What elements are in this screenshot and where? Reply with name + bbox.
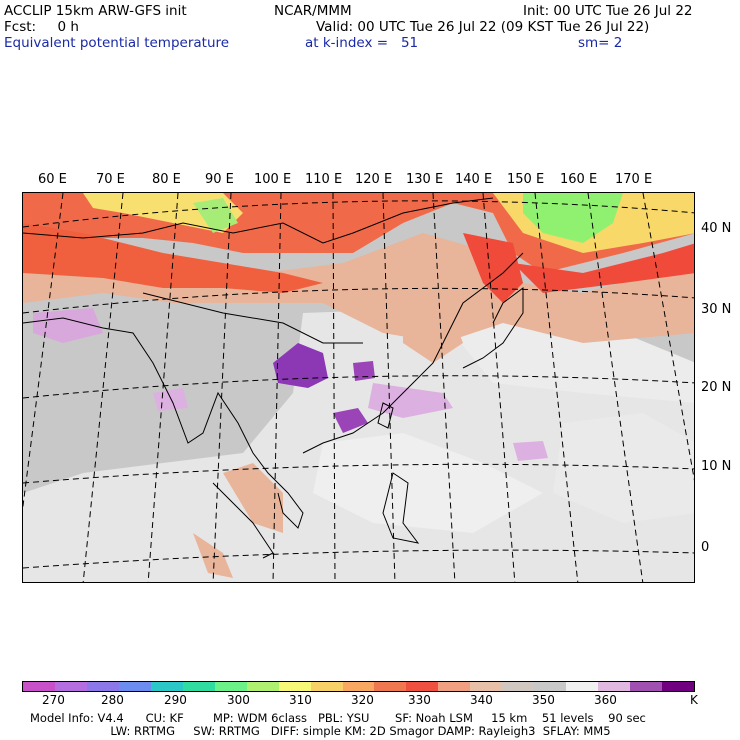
field-light-region bbox=[453, 313, 694, 403]
colorbar-swatch bbox=[246, 682, 279, 691]
lon-label: 80 E bbox=[152, 172, 181, 187]
colorbar-swatch bbox=[278, 682, 311, 691]
field-lilac-region bbox=[368, 383, 453, 418]
field-red-region bbox=[513, 243, 694, 293]
field-tan-region bbox=[223, 463, 283, 533]
lon-label: 140 E bbox=[455, 172, 493, 187]
smoothing-label: sm= 2 bbox=[578, 35, 623, 51]
colorbar-swatch bbox=[406, 682, 439, 691]
forecast-hour: Fcst: 0 h bbox=[4, 19, 79, 35]
colorbar-swatch bbox=[630, 682, 663, 691]
colorbar-tick: 280 bbox=[101, 693, 124, 707]
lon-label: 130 E bbox=[406, 172, 444, 187]
lat-label: 0 bbox=[701, 540, 710, 555]
field-tan-region bbox=[403, 293, 463, 363]
colorbar-swatch bbox=[150, 682, 183, 691]
field-light-region bbox=[313, 433, 543, 533]
colorbar-swatch bbox=[23, 682, 55, 691]
lon-label: 110 E bbox=[305, 172, 343, 187]
colorbar-swatch bbox=[566, 682, 599, 691]
field-name: Equivalent potential temperature bbox=[4, 35, 230, 51]
colorbar-swatch bbox=[182, 682, 215, 691]
colorbar-tick: 270 bbox=[42, 693, 65, 707]
field-red-region bbox=[463, 233, 523, 303]
model-info-line2: LW: RRTMG SW: RRTMG DIFF: simple KM: 2D … bbox=[30, 724, 611, 738]
lat-label: 40 N bbox=[701, 221, 732, 236]
field-lilac-region bbox=[33, 308, 103, 343]
colorbar-tick: 300 bbox=[227, 693, 250, 707]
colorbar-tick: 290 bbox=[164, 693, 187, 707]
colorbar-tick: K bbox=[690, 693, 698, 707]
colorbar-tick: 320 bbox=[351, 693, 374, 707]
lon-label: 60 E bbox=[38, 172, 67, 187]
lon-label: 120 E bbox=[355, 172, 393, 187]
coastlines bbox=[23, 197, 524, 559]
lon-label: 170 E bbox=[615, 172, 653, 187]
field-light-region bbox=[553, 413, 694, 523]
colorbar-swatch bbox=[534, 682, 567, 691]
field-violet-region bbox=[333, 408, 368, 433]
colorbar-swatch bbox=[662, 682, 695, 691]
init-time: Init: 00 UTC Tue 26 Jul 22 bbox=[523, 3, 693, 19]
field-green-region bbox=[523, 193, 623, 243]
model-info-line1: Model Info: V4.4 CU: KF MP: WDM 6class P… bbox=[30, 711, 646, 725]
lon-label: 150 E bbox=[507, 172, 545, 187]
color-bar bbox=[22, 681, 695, 692]
colorbar-swatch bbox=[374, 682, 407, 691]
lon-label: 70 E bbox=[96, 172, 125, 187]
field-plot bbox=[23, 193, 694, 582]
lat-label: 10 N bbox=[701, 459, 732, 474]
colorbar-swatch bbox=[310, 682, 343, 691]
lat-label: 30 N bbox=[701, 302, 732, 317]
model-title: ACCLIP 15km ARW-GFS init bbox=[4, 3, 187, 19]
lon-label: 160 E bbox=[560, 172, 598, 187]
colorbar-swatch bbox=[118, 682, 151, 691]
colorbar-swatch bbox=[342, 682, 375, 691]
field-tan-region bbox=[23, 233, 694, 343]
colorbar-tick: 360 bbox=[594, 693, 617, 707]
colorbar-swatch bbox=[54, 682, 87, 691]
lat-label: 20 N bbox=[701, 380, 732, 395]
field-tan-region bbox=[193, 533, 233, 578]
lon-label: 100 E bbox=[254, 172, 292, 187]
colorbar-swatch bbox=[214, 682, 247, 691]
colorbar-swatch bbox=[502, 682, 535, 691]
colorbar-swatch bbox=[470, 682, 503, 691]
map-panel bbox=[22, 192, 695, 583]
field-violet-region bbox=[353, 361, 375, 381]
valid-time: Valid: 00 UTC Tue 26 Jul 22 (09 KST Tue … bbox=[316, 19, 650, 35]
colorbar-tick: 310 bbox=[289, 693, 312, 707]
field-violet-region bbox=[273, 343, 328, 388]
lon-label: 90 E bbox=[205, 172, 234, 187]
colorbar-swatch bbox=[598, 682, 631, 691]
institution-label: NCAR/MMM bbox=[274, 3, 352, 19]
graticule bbox=[23, 193, 694, 582]
colorbar-tick: 330 bbox=[408, 693, 431, 707]
colorbar-tick: 350 bbox=[532, 693, 555, 707]
colorbar-swatch bbox=[86, 682, 119, 691]
model-level: at k-index = 51 bbox=[305, 35, 419, 51]
colorbar-swatch bbox=[438, 682, 471, 691]
field-lilac-region bbox=[513, 441, 548, 461]
colorbar-tick: 340 bbox=[470, 693, 493, 707]
